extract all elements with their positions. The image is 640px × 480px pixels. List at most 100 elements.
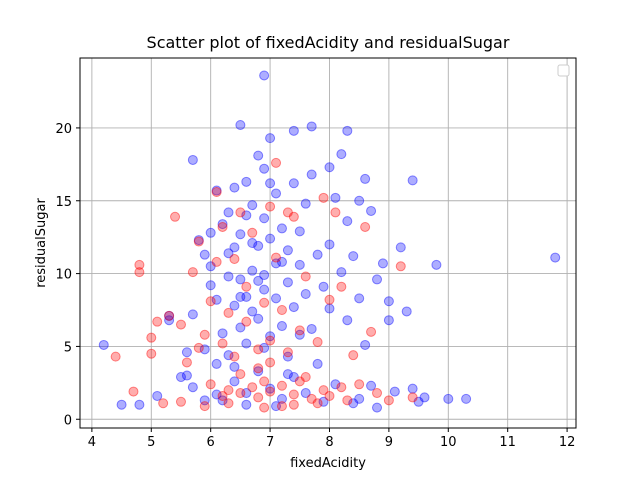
blue-data-point	[354, 195, 365, 206]
red-data-point	[336, 281, 347, 292]
blue-data-point	[211, 294, 222, 305]
red-data-point	[146, 348, 157, 359]
x-tick-label: 5	[147, 435, 155, 450]
blue-data-point	[199, 249, 210, 260]
red-data-point	[134, 259, 145, 270]
red-data-point	[193, 342, 204, 353]
red-data-point	[110, 351, 121, 362]
blue-data-point	[253, 313, 264, 324]
red-data-point	[175, 396, 186, 407]
blue-data-point	[223, 248, 234, 259]
blue-data-point	[181, 370, 192, 381]
red-data-point	[205, 296, 216, 307]
red-data-point	[175, 319, 186, 330]
blue-data-point	[276, 256, 287, 267]
blue-data-point	[312, 358, 323, 369]
y-tick-label: 15	[55, 195, 72, 210]
blue-data-point	[181, 347, 192, 358]
blue-data-point	[318, 281, 329, 292]
blue-data-point	[330, 379, 341, 390]
red-data-point	[265, 357, 276, 368]
blue-data-point	[360, 339, 371, 350]
red-data-point	[407, 392, 418, 403]
blue-data-point	[152, 390, 163, 401]
blue-data-point	[259, 163, 270, 174]
red-data-point	[199, 401, 210, 412]
blue-data-point	[354, 293, 365, 304]
blue-data-point	[259, 213, 270, 224]
blue-data-point	[241, 399, 252, 410]
y-axis-ticks: 0 5 10 15 20	[55, 122, 80, 428]
blue-data-point	[413, 396, 424, 407]
red-data-point	[223, 398, 234, 409]
plot-frame	[79, 57, 577, 429]
chart-title: Scatter plot of fixedAcidity and residua…	[147, 33, 510, 52]
red-data-point	[259, 297, 270, 308]
blue-data-point	[324, 162, 335, 173]
red-data-point	[247, 382, 258, 393]
red-data-point	[366, 326, 377, 337]
blue-data-point	[271, 188, 282, 199]
x-axis-label: fixedAcidity	[290, 456, 366, 471]
red-data-point	[276, 305, 287, 316]
blue-data-point	[407, 383, 418, 394]
red-data-point	[395, 261, 406, 272]
blue-data-point	[235, 229, 246, 240]
blue-data-point	[211, 358, 222, 369]
red-data-point	[265, 335, 276, 346]
blue-data-point	[175, 372, 186, 383]
blue-data-point	[265, 133, 276, 144]
y-axis-label: residualSugar	[34, 198, 49, 288]
red-data-point	[324, 390, 335, 401]
red-data-point	[229, 351, 240, 362]
red-data-point	[235, 207, 246, 218]
red-data-point	[253, 363, 264, 374]
blue-data-point	[187, 382, 198, 393]
blue-data-point	[461, 393, 472, 404]
blue-data-point	[223, 271, 234, 282]
red-data-point	[312, 398, 323, 409]
red-data-point	[312, 337, 323, 348]
blue-data-point	[300, 198, 311, 209]
red-data-point	[372, 388, 383, 399]
red-data-point	[241, 281, 252, 292]
blue-data-point	[431, 259, 442, 270]
blue-data-point	[235, 322, 246, 333]
red-data-point	[271, 252, 282, 263]
blue-data-point	[98, 339, 109, 350]
red-data-point	[199, 329, 210, 340]
blue-data-point	[229, 376, 240, 387]
blue-data-point	[235, 291, 246, 302]
blue-data-point	[259, 270, 270, 281]
x-tick-label: 6	[207, 435, 215, 450]
red-data-point	[300, 271, 311, 282]
blue-data-point	[253, 240, 264, 251]
blue-data-point	[366, 205, 377, 216]
red-data-point	[217, 390, 228, 401]
blue-data-point	[276, 321, 287, 332]
blue-data-point	[211, 389, 222, 400]
blue-data-point	[271, 258, 282, 269]
blue-data-point	[383, 296, 394, 307]
blue-data-point	[247, 238, 258, 248]
blue-data-point	[241, 210, 252, 221]
red-data-point	[265, 201, 276, 212]
blue-data-point	[312, 249, 323, 260]
blue-data-point	[306, 323, 317, 334]
blue-data-point	[223, 350, 234, 361]
red-data-point	[354, 379, 365, 390]
blue-data-point	[342, 125, 353, 136]
blue-data-point	[229, 182, 240, 193]
red-data-point	[265, 386, 276, 397]
red-data-point	[282, 347, 293, 358]
blue-data-point	[229, 300, 240, 311]
red-data-point	[134, 267, 145, 278]
blue-data-point	[282, 245, 293, 256]
blue-data-point	[336, 267, 347, 278]
red-data-point	[336, 382, 347, 393]
blue-data-point	[389, 386, 400, 397]
red-data-point	[318, 385, 329, 396]
blue-data-point	[247, 306, 258, 317]
blue-data-point	[324, 303, 335, 314]
red-data-point	[330, 207, 341, 218]
